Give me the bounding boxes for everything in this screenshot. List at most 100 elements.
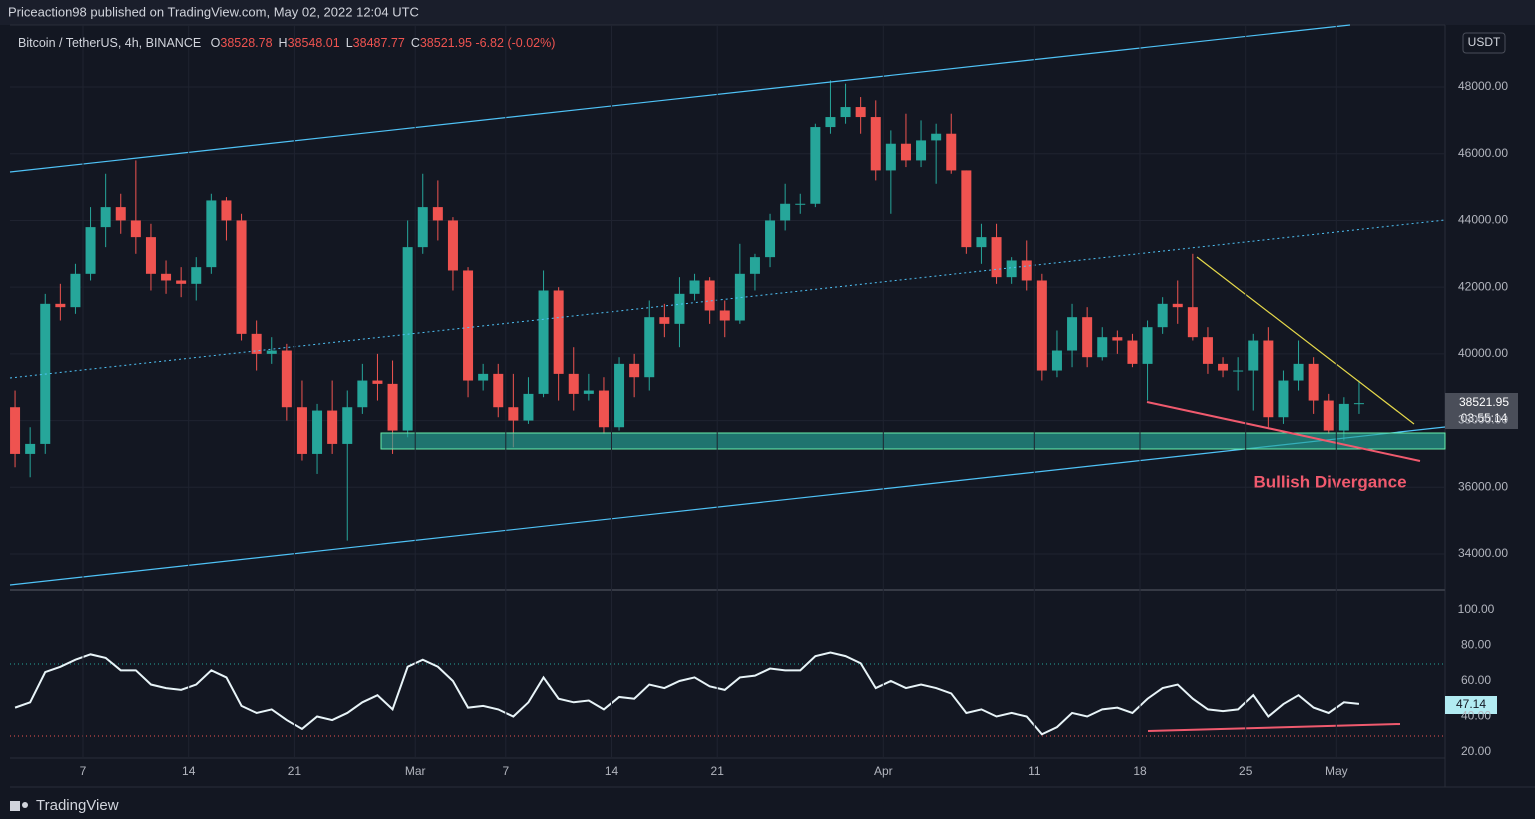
- candle-body: [206, 200, 217, 268]
- candle-body: [674, 293, 685, 324]
- candle-body: [432, 207, 443, 221]
- candle-body: [855, 107, 866, 118]
- candle-body: [447, 220, 458, 271]
- candle-body: [85, 227, 96, 274]
- candle-body: [523, 393, 534, 421]
- candle-body: [1021, 260, 1032, 281]
- candle-body: [1157, 303, 1168, 328]
- y-tick-label: 20.00: [1461, 744, 1491, 758]
- candle-body: [1097, 337, 1108, 358]
- candle-body: [734, 273, 745, 321]
- ohlc: O38528.78 H38548.01 L38487.77 C38521.95: [205, 36, 472, 50]
- candle-body: [900, 143, 911, 161]
- change-percent: (-0.02%): [507, 36, 556, 50]
- candle-body: [161, 273, 172, 281]
- price-tag: [1445, 393, 1518, 429]
- legend-value: 38528.78: [220, 36, 273, 50]
- legend-key: L: [345, 36, 353, 50]
- candle-body: [387, 383, 398, 431]
- price-tag-value: 38521.95: [1459, 395, 1509, 409]
- countdown: 03:55:14: [1461, 411, 1508, 425]
- rsi-tag-value: 47.14: [1456, 697, 1486, 711]
- channel-upper: [9, 24, 1351, 173]
- candle-body: [870, 117, 881, 171]
- candle-body: [10, 407, 21, 454]
- y-tick-label: 60.00: [1461, 673, 1491, 687]
- candle-body: [1127, 340, 1138, 364]
- candle-body: [100, 207, 111, 228]
- candle-body: [961, 170, 972, 248]
- y-tick-label: 38000.00: [1458, 413, 1508, 427]
- y-tick-label: 34000.00: [1458, 546, 1508, 560]
- legend: Bitcoin / TetherUS, 4h, BINANCE O38528.7…: [18, 36, 555, 50]
- y-tick-label: 40.00: [1461, 709, 1491, 723]
- candle-body: [357, 380, 368, 408]
- rsi-divergence-line: [1147, 723, 1401, 732]
- logo: [10, 801, 28, 811]
- candle-body: [659, 317, 670, 324]
- candle-body: [281, 350, 292, 408]
- y-tick-label: 42000.00: [1458, 279, 1508, 293]
- candle-body: [749, 257, 760, 274]
- publisher-text: Priceaction98 published on TradingView.c…: [8, 4, 419, 19]
- channel-lower: [9, 426, 1446, 586]
- top-bar: [0, 0, 1535, 25]
- candle-body: [1036, 280, 1047, 371]
- y-tick-label: 46000.00: [1458, 146, 1508, 160]
- legend-key: O: [210, 36, 221, 50]
- candle-body: [538, 290, 549, 394]
- x-tick-label: 7: [502, 764, 509, 778]
- rsi-tag: [1445, 696, 1497, 714]
- candle-body: [1082, 317, 1093, 358]
- candle-body: [991, 237, 1002, 278]
- brand: TradingView: [36, 797, 119, 814]
- candle-body: [704, 280, 715, 311]
- x-tick-label: 21: [711, 764, 725, 778]
- candle-body: [221, 200, 232, 221]
- legend-value: 38521.95: [419, 36, 472, 50]
- candle-body: [342, 407, 353, 444]
- candle-body: [130, 220, 141, 238]
- candle-body: [689, 280, 700, 294]
- candle-body: [1006, 260, 1017, 278]
- candle-body: [1233, 370, 1244, 372]
- y-tick-label: 44000.00: [1458, 213, 1508, 227]
- x-tick-label: 14: [605, 764, 619, 778]
- legend-key: H: [278, 36, 288, 50]
- candle-body: [976, 237, 987, 248]
- candle-body: [553, 290, 564, 374]
- y-tick-label: 100.00: [1458, 602, 1495, 616]
- candle-body: [1248, 340, 1259, 371]
- y-tick-label: 40000.00: [1458, 346, 1508, 360]
- candle-body: [508, 407, 519, 421]
- candle-body: [176, 280, 187, 284]
- x-tick-label: 21: [288, 764, 302, 778]
- candle-body: [583, 390, 594, 394]
- candle-body: [55, 303, 66, 308]
- trendline: [1196, 256, 1415, 425]
- candle-body: [780, 203, 791, 221]
- candle-body: [946, 133, 957, 171]
- candle-body: [916, 140, 927, 161]
- legend-value: 38548.01: [287, 36, 340, 50]
- candle-body: [1323, 400, 1334, 431]
- legend-value: 38487.77: [352, 36, 405, 50]
- candle-body: [1293, 363, 1304, 381]
- annotation: Bullish Divergance: [1253, 472, 1406, 491]
- symbol: Bitcoin / TetherUS, 4h, BINANCE: [18, 36, 202, 50]
- candle-body: [568, 373, 579, 394]
- candle-body: [191, 267, 202, 284]
- candle-body: [463, 270, 474, 381]
- candle-body: [614, 363, 625, 428]
- candle-body: [402, 247, 413, 431]
- y-tick-label: 80.00: [1461, 638, 1491, 652]
- candle-body: [1112, 337, 1123, 341]
- x-tick-label: 14: [182, 764, 196, 778]
- x-tick-label: 11: [1028, 764, 1041, 778]
- x-tick-label: 7: [80, 764, 87, 778]
- candle-body: [145, 237, 156, 274]
- candle-body: [765, 220, 776, 258]
- candle-body: [296, 407, 307, 454]
